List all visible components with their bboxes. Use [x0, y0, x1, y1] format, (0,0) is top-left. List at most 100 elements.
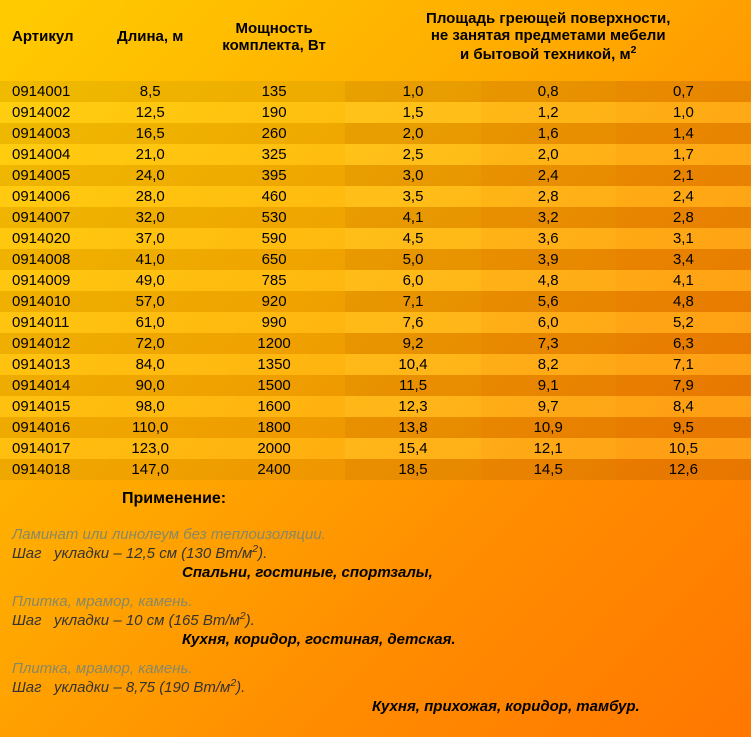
cell-len: 90,0 — [98, 375, 203, 396]
cell-a1: 5,0 — [345, 249, 480, 270]
cell-a2: 12,1 — [481, 438, 616, 459]
cell-a1: 4,1 — [345, 207, 480, 228]
cell-a2: 1,2 — [481, 102, 616, 123]
table-row: 091400212,51901,51,21,0 — [0, 102, 751, 123]
cell-a1: 7,6 — [345, 312, 480, 333]
cell-pow: 1800 — [203, 417, 346, 438]
cell-a1: 4,5 — [345, 228, 480, 249]
cell-len: 84,0 — [98, 354, 203, 375]
table-row: 091400628,04603,52,82,4 — [0, 186, 751, 207]
cell-a3: 8,4 — [616, 396, 751, 417]
cell-art: 0914009 — [0, 270, 98, 291]
cell-a2: 3,2 — [481, 207, 616, 228]
cell-len: 98,0 — [98, 396, 203, 417]
cell-len: 37,0 — [98, 228, 203, 249]
cell-len: 110,0 — [98, 417, 203, 438]
cell-a2: 4,8 — [481, 270, 616, 291]
cell-a3: 9,5 — [616, 417, 751, 438]
cell-a2: 14,5 — [481, 459, 616, 480]
cell-len: 12,5 — [98, 102, 203, 123]
table-row: 091401598,0160012,39,78,4 — [0, 396, 751, 417]
cell-a3: 2,1 — [616, 165, 751, 186]
heating-table: Артикул Длина, м Мощность комплекта, Вт … — [0, 0, 751, 480]
cell-a3: 6,3 — [616, 333, 751, 354]
cell-a2: 10,9 — [481, 417, 616, 438]
cell-a1: 7,1 — [345, 291, 480, 312]
cell-len: 61,0 — [98, 312, 203, 333]
cell-a3: 4,8 — [616, 291, 751, 312]
cell-pow: 785 — [203, 270, 346, 291]
cell-a3: 12,6 — [616, 459, 751, 480]
cell-art: 0914007 — [0, 207, 98, 228]
cell-a2: 2,4 — [481, 165, 616, 186]
cell-len: 57,0 — [98, 291, 203, 312]
application-title: Применение: — [12, 490, 739, 508]
cell-pow: 2400 — [203, 459, 346, 480]
cell-a3: 3,4 — [616, 249, 751, 270]
table-row: 0914016110,0180013,810,99,5 — [0, 417, 751, 438]
cell-a3: 0,7 — [616, 81, 751, 102]
cell-a2: 9,1 — [481, 375, 616, 396]
cell-len: 24,0 — [98, 165, 203, 186]
cell-art: 0914016 — [0, 417, 98, 438]
cell-pow: 2000 — [203, 438, 346, 459]
application-block: Плитка, мрамор, камень.Шаг укладки – 8,7… — [12, 660, 739, 715]
cell-a2: 0,8 — [481, 81, 616, 102]
rooms-text: Спальни, гостиные, спортзалы, — [12, 564, 739, 581]
cell-a3: 7,1 — [616, 354, 751, 375]
table-row: 091401057,09207,15,64,8 — [0, 291, 751, 312]
cell-a2: 9,7 — [481, 396, 616, 417]
page-container: Артикул Длина, м Мощность комплекта, Вт … — [0, 0, 751, 715]
cell-a1: 6,0 — [345, 270, 480, 291]
cell-art: 0914003 — [0, 123, 98, 144]
step-text: Шаг укладки – 10 см (165 Вт/м2). — [12, 610, 739, 629]
cell-art: 0914015 — [0, 396, 98, 417]
cell-a3: 4,1 — [616, 270, 751, 291]
cell-a3: 5,2 — [616, 312, 751, 333]
cell-a2: 3,9 — [481, 249, 616, 270]
cell-a1: 3,0 — [345, 165, 480, 186]
table-row: 091400732,05304,13,22,8 — [0, 207, 751, 228]
surface-text: Плитка, мрамор, камень. — [12, 593, 739, 610]
cell-art: 0914004 — [0, 144, 98, 165]
cell-a2: 8,2 — [481, 354, 616, 375]
cell-a1: 1,0 — [345, 81, 480, 102]
cell-art: 0914012 — [0, 333, 98, 354]
application-block: Ламинат или линолеум без теплоизоляции.Ш… — [12, 526, 739, 581]
table-row: 091401161,09907,66,05,2 — [0, 312, 751, 333]
table-row: 09140018,51351,00,80,7 — [0, 81, 751, 102]
cell-art: 0914017 — [0, 438, 98, 459]
table-row: 0914017123,0200015,412,110,5 — [0, 438, 751, 459]
cell-pow: 190 — [203, 102, 346, 123]
table-row: 091400524,03953,02,42,1 — [0, 165, 751, 186]
cell-art: 0914008 — [0, 249, 98, 270]
cell-a3: 2,4 — [616, 186, 751, 207]
application-block: Плитка, мрамор, камень.Шаг укладки – 10 … — [12, 593, 739, 648]
cell-a1: 2,0 — [345, 123, 480, 144]
header-row: Артикул Длина, м Мощность комплекта, Вт … — [0, 0, 751, 81]
cell-pow: 530 — [203, 207, 346, 228]
table-row: 091401384,0135010,48,27,1 — [0, 354, 751, 375]
cell-a1: 1,5 — [345, 102, 480, 123]
cell-pow: 135 — [203, 81, 346, 102]
cell-a1: 15,4 — [345, 438, 480, 459]
cell-a1: 3,5 — [345, 186, 480, 207]
cell-len: 72,0 — [98, 333, 203, 354]
cell-a2: 5,6 — [481, 291, 616, 312]
surface-text: Плитка, мрамор, камень. — [12, 660, 739, 677]
header-length: Длина, м — [98, 0, 203, 81]
cell-len: 28,0 — [98, 186, 203, 207]
cell-pow: 1200 — [203, 333, 346, 354]
surface-text: Ламинат или линолеум без теплоизоляции. — [12, 526, 739, 543]
table-row: 091401490,0150011,59,17,9 — [0, 375, 751, 396]
table-row: 091400841,06505,03,93,4 — [0, 249, 751, 270]
cell-a1: 12,3 — [345, 396, 480, 417]
cell-a2: 6,0 — [481, 312, 616, 333]
table-row: 091400421,03252,52,01,7 — [0, 144, 751, 165]
cell-pow: 395 — [203, 165, 346, 186]
cell-a2: 3,6 — [481, 228, 616, 249]
cell-len: 41,0 — [98, 249, 203, 270]
cell-len: 16,5 — [98, 123, 203, 144]
cell-a2: 2,0 — [481, 144, 616, 165]
cell-pow: 1500 — [203, 375, 346, 396]
